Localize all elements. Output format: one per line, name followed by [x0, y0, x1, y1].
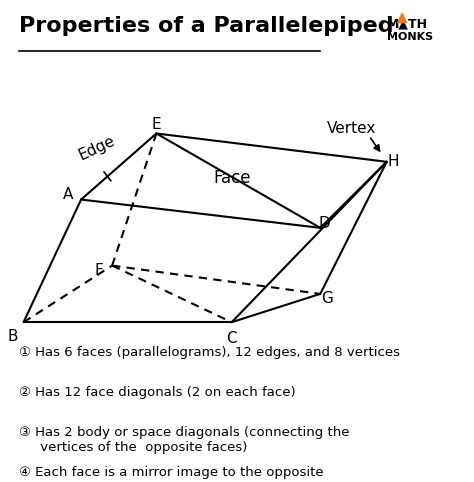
Polygon shape	[398, 13, 407, 23]
Text: C: C	[227, 331, 237, 346]
Text: F: F	[94, 263, 103, 278]
Text: H: H	[388, 154, 399, 169]
Text: Edge: Edge	[76, 133, 117, 162]
Text: ③ Has 2 body or space diagonals (connecting the
     vertices of the  opposite f: ③ Has 2 body or space diagonals (connect…	[19, 426, 350, 454]
Text: A: A	[63, 187, 73, 202]
Text: Vertex: Vertex	[327, 121, 376, 136]
Text: D: D	[319, 215, 330, 230]
Text: M▲TH: M▲TH	[387, 18, 428, 31]
Text: G: G	[321, 291, 333, 306]
Text: B: B	[7, 329, 18, 344]
Text: MONKS: MONKS	[387, 32, 433, 42]
Text: ① Has 6 faces (parallelograms), 12 edges, and 8 vertices: ① Has 6 faces (parallelograms), 12 edges…	[19, 346, 400, 359]
Text: E: E	[152, 117, 161, 132]
Text: Face: Face	[213, 169, 250, 187]
Text: ④ Each face is a mirror image to the opposite: ④ Each face is a mirror image to the opp…	[19, 466, 324, 479]
Text: ② Has 12 face diagonals (2 on each face): ② Has 12 face diagonals (2 on each face)	[19, 386, 296, 399]
Text: Properties of a Parallelepiped: Properties of a Parallelepiped	[19, 15, 394, 36]
